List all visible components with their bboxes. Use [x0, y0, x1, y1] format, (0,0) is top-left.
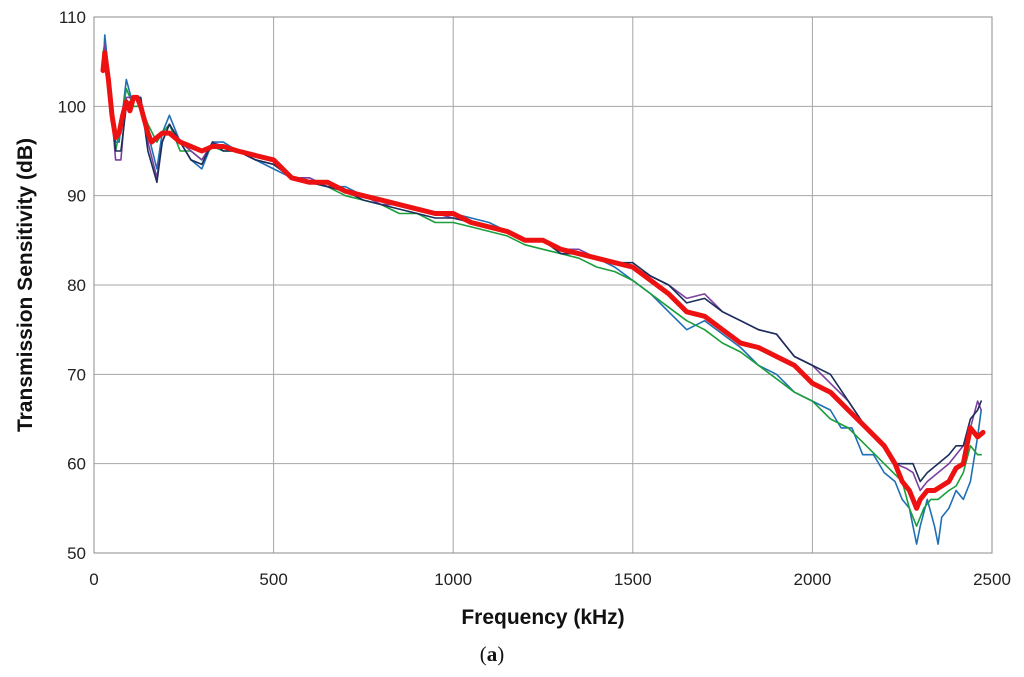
y-tick-label: 60	[67, 455, 86, 474]
x-tick-label: 2000	[793, 570, 831, 589]
x-tick-label: 1500	[614, 570, 652, 589]
caption-letter: a	[487, 642, 498, 666]
series-line-3	[102, 42, 983, 492]
x-tick-label: 0	[89, 570, 98, 589]
figure-caption: (a)	[480, 642, 505, 666]
series-group	[100, 34, 986, 545]
grid	[93, 16, 993, 554]
series-line-5	[100, 50, 986, 511]
y-tick-label: 100	[58, 97, 86, 116]
x-tick-label: 500	[259, 570, 287, 589]
y-tick-label: 90	[67, 187, 86, 206]
caption-open: (	[480, 642, 487, 666]
y-axis-ticks: 50 60 70 80 90 100 110	[58, 8, 86, 563]
x-tick-label: 1000	[434, 570, 472, 589]
x-tick-label: 2500	[973, 570, 1011, 589]
x-axis-ticks: 0 500 1000 1500 2000 2500	[89, 570, 1011, 589]
plot-border	[93, 16, 993, 554]
y-tick-label: 110	[59, 8, 86, 27]
y-tick-label: 70	[67, 365, 86, 384]
y-tick-label: 80	[67, 276, 86, 295]
y-axis-label: Transmission Sensitivity (dB)	[14, 138, 37, 432]
caption-close: )	[497, 642, 504, 666]
x-axis-label: Frequency (kHz)	[461, 606, 624, 629]
y-tick-label: 50	[67, 544, 86, 563]
series-line-1	[102, 34, 983, 545]
series-line-4	[102, 51, 983, 483]
